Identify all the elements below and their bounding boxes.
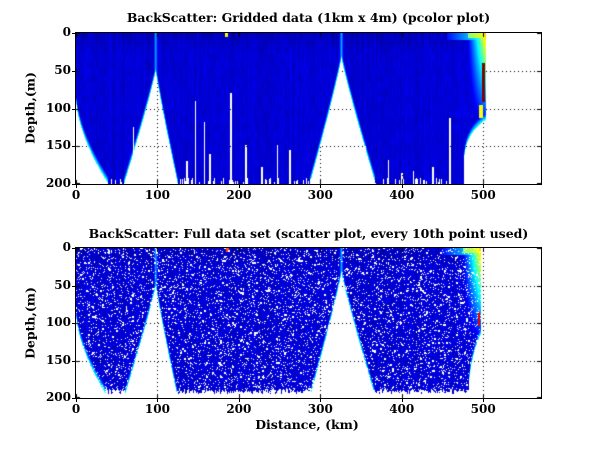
x-tick-label: 0 — [71, 188, 81, 202]
y-tick-mark — [72, 109, 75, 110]
x-tick-label: 0 — [71, 402, 81, 416]
y-tick-mark — [72, 71, 75, 72]
y-tick-label: 150 — [45, 352, 71, 367]
y-tick-label: 200 — [45, 390, 71, 404]
y-tick-label: 50 — [54, 277, 71, 292]
y-tick-label: 100 — [45, 100, 71, 115]
top-plot-area — [75, 32, 542, 185]
x-tick-label: 500 — [470, 402, 496, 416]
y-tick-label: 100 — [45, 315, 71, 329]
x-tick-mark — [483, 185, 484, 188]
y-tick-mark — [72, 361, 75, 362]
top-plot-title: BackScatter: Gridded data (1km x 4m) (pc… — [126, 10, 491, 25]
y-tick-mark — [72, 323, 75, 324]
x-tick-label: 100 — [144, 402, 170, 416]
x-tick-label: 300 — [307, 402, 333, 416]
y-tick-mark — [72, 398, 75, 399]
x-tick-mark — [157, 185, 158, 188]
y-tick-label: 150 — [45, 138, 71, 153]
x-tick-label: 100 — [144, 188, 170, 202]
bottom-plot-canvas — [76, 248, 541, 398]
x-tick-mark — [157, 399, 158, 402]
y-tick-mark — [72, 184, 75, 185]
y-tick-mark — [72, 33, 75, 34]
x-tick-label: 300 — [307, 188, 333, 202]
y-tick-mark — [72, 146, 75, 147]
x-tick-mark — [239, 185, 240, 188]
bottom-plot-area — [75, 247, 542, 399]
bottom-plot-title: BackScatter: Full data set (scatter plot… — [88, 226, 529, 241]
x-tick-mark — [320, 185, 321, 188]
x-tick-mark — [402, 399, 403, 402]
x-tick-label: 500 — [470, 188, 496, 202]
x-tick-label: 400 — [389, 188, 415, 202]
y-tick-label: 200 — [45, 176, 71, 190]
y-tick-label: 0 — [62, 240, 71, 254]
x-tick-mark — [320, 399, 321, 402]
x-tick-label: 200 — [226, 402, 252, 416]
x-axis-label: Distance, (km) — [255, 417, 359, 432]
top-plot-canvas — [76, 33, 541, 184]
y-tick-label: 50 — [54, 62, 71, 77]
x-tick-label: 200 — [226, 188, 252, 202]
x-tick-mark — [402, 185, 403, 188]
x-tick-mark — [76, 185, 77, 188]
y-tick-mark — [72, 248, 75, 249]
x-tick-label: 400 — [389, 402, 415, 416]
y-tick-label: 0 — [62, 25, 71, 39]
x-tick-mark — [483, 399, 484, 402]
y-tick-mark — [72, 286, 75, 287]
x-tick-mark — [239, 399, 240, 402]
x-tick-mark — [76, 399, 77, 402]
